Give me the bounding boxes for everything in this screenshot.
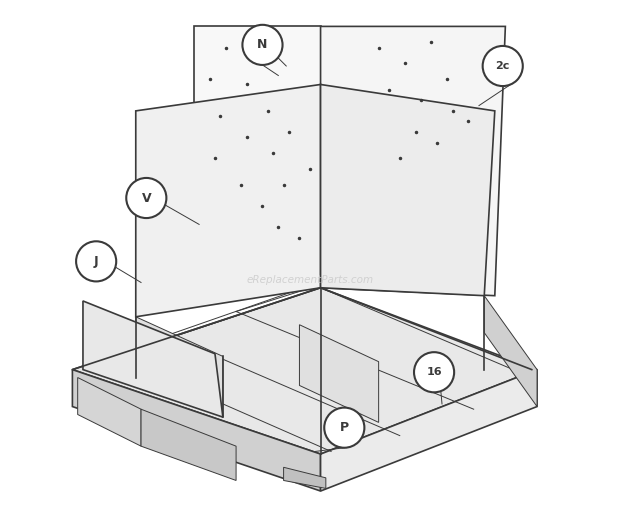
Polygon shape	[136, 317, 223, 417]
Text: V: V	[141, 192, 151, 204]
Text: J: J	[94, 255, 99, 268]
Polygon shape	[83, 301, 223, 417]
Text: 2c: 2c	[495, 61, 510, 71]
Polygon shape	[194, 26, 321, 288]
Circle shape	[414, 352, 454, 392]
Text: P: P	[340, 421, 349, 434]
Polygon shape	[73, 288, 537, 454]
Polygon shape	[78, 378, 141, 446]
Text: 16: 16	[427, 367, 442, 377]
Polygon shape	[299, 325, 379, 422]
Polygon shape	[283, 467, 326, 488]
Circle shape	[324, 408, 365, 448]
Polygon shape	[141, 409, 236, 480]
Polygon shape	[136, 84, 321, 317]
Circle shape	[482, 46, 523, 86]
Text: N: N	[257, 39, 268, 51]
Circle shape	[242, 25, 283, 65]
Circle shape	[126, 178, 166, 218]
Polygon shape	[484, 296, 537, 407]
Polygon shape	[321, 26, 505, 296]
Polygon shape	[321, 370, 537, 491]
Polygon shape	[321, 84, 495, 296]
Circle shape	[76, 241, 116, 281]
Polygon shape	[73, 370, 321, 491]
Text: eReplacementParts.com: eReplacementParts.com	[246, 275, 374, 285]
